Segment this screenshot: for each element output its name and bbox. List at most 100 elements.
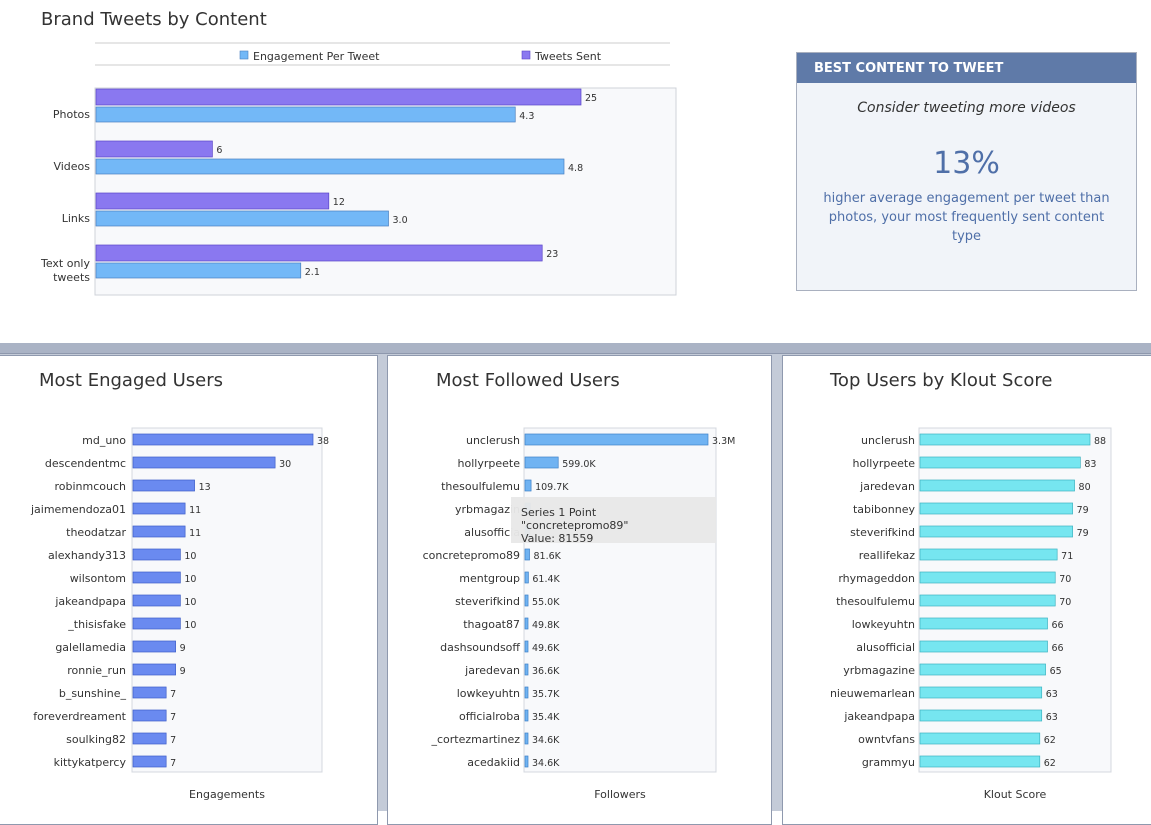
value-label-reallifekaz: 71 bbox=[1061, 551, 1073, 562]
bar-jaredevan[interactable] bbox=[524, 663, 529, 676]
best-content-panel: BEST CONTENT TO TWEET Consider tweeting … bbox=[796, 52, 1137, 291]
bar-jaimemendoza01[interactable] bbox=[132, 502, 186, 515]
klout-bars-group: unclerush 88 hollyrpeete 83 jaredevan 80 tabib… bbox=[830, 433, 1106, 769]
bar-engagement-photos[interactable] bbox=[95, 106, 516, 123]
bar-concretepromo89[interactable] bbox=[524, 548, 530, 561]
bar-steverifkind[interactable] bbox=[919, 525, 1073, 538]
value-label-steverifkind: 79 bbox=[1077, 528, 1089, 539]
bar-engagement-text-only-tweets[interactable] bbox=[95, 262, 302, 279]
bar-unclerush[interactable] bbox=[919, 433, 1091, 446]
bar-robinmcouch[interactable] bbox=[132, 479, 195, 492]
legend-swatch-tweets-sent[interactable] bbox=[521, 50, 531, 60]
user-label-jakeandpapa: jakeandpapa bbox=[54, 595, 126, 608]
value-label-tabibonney: 79 bbox=[1077, 505, 1089, 516]
bar-cortezmartinez[interactable] bbox=[524, 732, 529, 745]
user-label-thisisfake: _thisisfake bbox=[67, 618, 126, 631]
bar-alexhandy313[interactable] bbox=[132, 548, 181, 561]
user-label-jaimemendoza01: jaimemendoza01 bbox=[30, 503, 126, 516]
tooltip-line-2: Value: 81559 bbox=[521, 532, 594, 545]
bar-steverifkind[interactable] bbox=[524, 594, 529, 607]
bar-foreverdreament[interactable] bbox=[132, 709, 167, 722]
value-label-yrbmagazine: 65 bbox=[1050, 666, 1062, 677]
bar-lowkeyuhtn[interactable] bbox=[919, 617, 1048, 630]
user-label-kittykatpercy: kittykatpercy bbox=[54, 756, 127, 769]
user-label-yrbmagazine: yrbmagazin bbox=[455, 503, 520, 516]
bar-b-sunshine[interactable] bbox=[132, 686, 167, 699]
value-label-thisisfake: 10 bbox=[184, 620, 196, 631]
bar-thisisfake[interactable] bbox=[132, 617, 181, 630]
best-content-subtitle: Consider tweeting more videos bbox=[857, 100, 1076, 116]
value-label-officialroba: 35.4K bbox=[532, 712, 560, 723]
value-engagement-links: 3.0 bbox=[393, 215, 408, 226]
bar-kittykatpercy[interactable] bbox=[132, 755, 167, 768]
user-label-reallifekaz: reallifekaz bbox=[859, 549, 916, 562]
value-label-steverifkind: 55.0K bbox=[532, 597, 560, 608]
legend-label-engagement[interactable]: Engagement Per Tweet bbox=[253, 50, 380, 63]
best-content-heading: BEST CONTENT TO TWEET bbox=[797, 53, 1136, 83]
bar-unclerush[interactable] bbox=[524, 433, 709, 446]
user-label-wilsontom: wilsontom bbox=[70, 572, 126, 585]
value-label-ronnie-run: 9 bbox=[180, 666, 186, 677]
value-label-b-sunshine: 7 bbox=[170, 689, 176, 700]
value-label-theodatzar: 11 bbox=[189, 528, 201, 539]
user-label-owntvfans: owntvfans bbox=[858, 733, 915, 746]
bar-officialroba[interactable] bbox=[524, 709, 529, 722]
user-label-hollyrpeete: hollyrpeete bbox=[853, 457, 916, 470]
bar-rhymageddon[interactable] bbox=[919, 571, 1056, 584]
bar-lowkeyuhtn[interactable] bbox=[524, 686, 529, 699]
main-chart-title: Brand Tweets by Content bbox=[41, 9, 267, 30]
value-label-hollyrpeete: 83 bbox=[1084, 459, 1096, 470]
bar-hollyrpeete[interactable] bbox=[919, 456, 1081, 469]
bar-engagement-links[interactable] bbox=[95, 210, 389, 227]
bar-tweets-sent-links[interactable] bbox=[95, 192, 330, 210]
engaged-bars-group: md_uno 38 descendentmc 30 robinmcouch 13 jaime… bbox=[30, 433, 329, 769]
bar-jaredevan[interactable] bbox=[919, 479, 1075, 492]
bar-soulking82[interactable] bbox=[132, 732, 167, 745]
category-label-links: Links bbox=[62, 212, 91, 225]
user-label-jaredevan: jaredevan bbox=[859, 480, 915, 493]
bar-tweets-sent-text-only-tweets[interactable] bbox=[95, 244, 543, 262]
bar-grammyu[interactable] bbox=[919, 755, 1041, 768]
bar-tabibonney[interactable] bbox=[919, 502, 1073, 515]
value-label-jakeandpapa: 63 bbox=[1046, 712, 1058, 723]
klout-title: Top Users by Klout Score bbox=[830, 370, 1053, 391]
user-label-thagoat87: thagoat87 bbox=[463, 618, 520, 631]
bar-nieuwemarlean[interactable] bbox=[919, 686, 1043, 699]
user-label-nieuwemarlean: nieuwemarlean bbox=[830, 687, 915, 700]
bar-galellamedia[interactable] bbox=[132, 640, 176, 653]
user-label-mentgroup: mentgroup bbox=[459, 572, 520, 585]
bar-thagoat87[interactable] bbox=[524, 617, 529, 630]
value-label-dashsoundsoff: 49.6K bbox=[532, 643, 560, 654]
bar-reallifekaz[interactable] bbox=[919, 548, 1058, 561]
legend-label-tweets-sent[interactable]: Tweets Sent bbox=[534, 50, 602, 63]
bar-engagement-videos[interactable] bbox=[95, 158, 565, 175]
user-label-theodatzar: theodatzar bbox=[66, 526, 126, 539]
bar-tweets-sent-photos[interactable] bbox=[95, 88, 582, 106]
user-label-yrbmagazine: yrbmagazine bbox=[843, 664, 915, 677]
value-engagement-videos: 4.8 bbox=[568, 163, 583, 174]
user-label-foreverdreament: foreverdreament bbox=[33, 710, 126, 723]
bar-jakeandpapa[interactable] bbox=[919, 709, 1043, 722]
bar-thesoulfulemu[interactable] bbox=[919, 594, 1056, 607]
bar-tweets-sent-videos[interactable] bbox=[95, 140, 213, 158]
bar-tooltip: Series 1 Point "concretepromo89" Value: … bbox=[511, 497, 716, 545]
bar-thesoulfulemu[interactable] bbox=[524, 479, 532, 492]
user-label-officialroba: officialroba bbox=[459, 710, 520, 723]
bar-hollyrpeete[interactable] bbox=[524, 456, 559, 469]
value-label-alusofficial: 66 bbox=[1052, 643, 1064, 654]
bar-alusofficial[interactable] bbox=[919, 640, 1048, 653]
bar-wilsontom[interactable] bbox=[132, 571, 181, 584]
bar-ronnie-run[interactable] bbox=[132, 663, 176, 676]
bar-md-uno[interactable] bbox=[132, 433, 314, 446]
value-tweets-sent-photos: 25 bbox=[585, 93, 597, 104]
user-label-thesoulfulemu: thesoulfulemu bbox=[441, 480, 520, 493]
bar-acedakiid[interactable] bbox=[524, 755, 529, 768]
bar-descendentmc[interactable] bbox=[132, 456, 276, 469]
bar-yrbmagazine[interactable] bbox=[919, 663, 1046, 676]
bar-dashsoundsoff[interactable] bbox=[524, 640, 529, 653]
bar-owntvfans[interactable] bbox=[919, 732, 1041, 745]
bar-theodatzar[interactable] bbox=[132, 525, 186, 538]
bar-jakeandpapa[interactable] bbox=[132, 594, 181, 607]
bar-mentgroup[interactable] bbox=[524, 571, 529, 584]
legend-swatch-engagement[interactable] bbox=[239, 50, 249, 60]
